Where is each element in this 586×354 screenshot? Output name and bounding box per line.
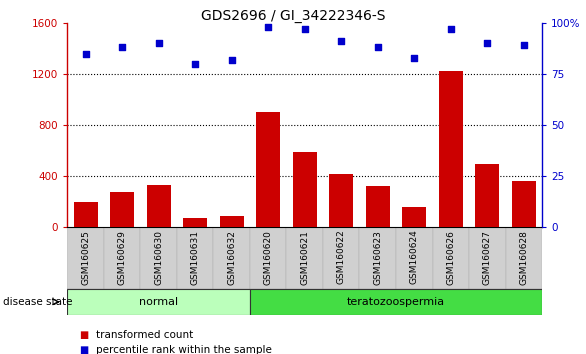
Text: GSM160628: GSM160628: [519, 230, 529, 285]
Bar: [220, 216, 244, 227]
Bar: [74, 202, 97, 227]
Text: ■: ■: [79, 330, 88, 339]
Bar: [177, 227, 213, 289]
Bar: [147, 184, 171, 227]
Bar: [396, 227, 432, 289]
Text: GSM160622: GSM160622: [337, 230, 346, 284]
Text: ■: ■: [79, 346, 88, 354]
Text: GSM160626: GSM160626: [447, 230, 455, 285]
Text: GSM160631: GSM160631: [190, 230, 200, 285]
Text: GSM160627: GSM160627: [483, 230, 492, 285]
Bar: [432, 227, 469, 289]
Point: [81, 51, 90, 56]
Text: GSM160632: GSM160632: [227, 230, 236, 285]
Bar: [293, 152, 316, 227]
Text: GSM160630: GSM160630: [154, 230, 163, 285]
Bar: [359, 227, 396, 289]
Point: [336, 39, 346, 44]
Text: GSM160629: GSM160629: [118, 230, 127, 285]
Text: GSM160623: GSM160623: [373, 230, 382, 285]
Point: [117, 45, 127, 50]
Text: normal: normal: [139, 297, 178, 307]
Bar: [512, 181, 536, 227]
Point: [519, 42, 529, 48]
Bar: [110, 192, 134, 227]
Bar: [403, 207, 426, 227]
Bar: [183, 218, 207, 227]
Text: GSM160621: GSM160621: [300, 230, 309, 285]
Text: GDS2696 / GI_34222346-S: GDS2696 / GI_34222346-S: [201, 9, 385, 23]
Bar: [250, 227, 287, 289]
Bar: [475, 164, 499, 227]
Point: [410, 55, 419, 61]
Text: teratozoospermia: teratozoospermia: [347, 297, 445, 307]
Bar: [256, 112, 280, 227]
Bar: [506, 227, 542, 289]
Text: disease state: disease state: [3, 297, 73, 307]
Bar: [366, 186, 390, 227]
Point: [264, 24, 273, 30]
Text: GSM160625: GSM160625: [81, 230, 90, 285]
Bar: [213, 227, 250, 289]
Text: transformed count: transformed count: [96, 330, 193, 339]
Bar: [323, 227, 359, 289]
Text: GSM160620: GSM160620: [264, 230, 272, 285]
Bar: [439, 72, 462, 227]
Point: [483, 41, 492, 46]
Text: percentile rank within the sample: percentile rank within the sample: [96, 346, 271, 354]
Bar: [67, 227, 104, 289]
Point: [300, 26, 309, 32]
Point: [227, 57, 236, 63]
Bar: [250, 289, 542, 315]
Bar: [287, 227, 323, 289]
Bar: [469, 227, 506, 289]
Bar: [141, 227, 177, 289]
Point: [446, 26, 455, 32]
Point: [154, 41, 163, 46]
Point: [373, 45, 383, 50]
Bar: [67, 289, 250, 315]
Point: [190, 61, 200, 67]
Bar: [329, 175, 353, 227]
Bar: [104, 227, 141, 289]
Text: GSM160624: GSM160624: [410, 230, 419, 284]
